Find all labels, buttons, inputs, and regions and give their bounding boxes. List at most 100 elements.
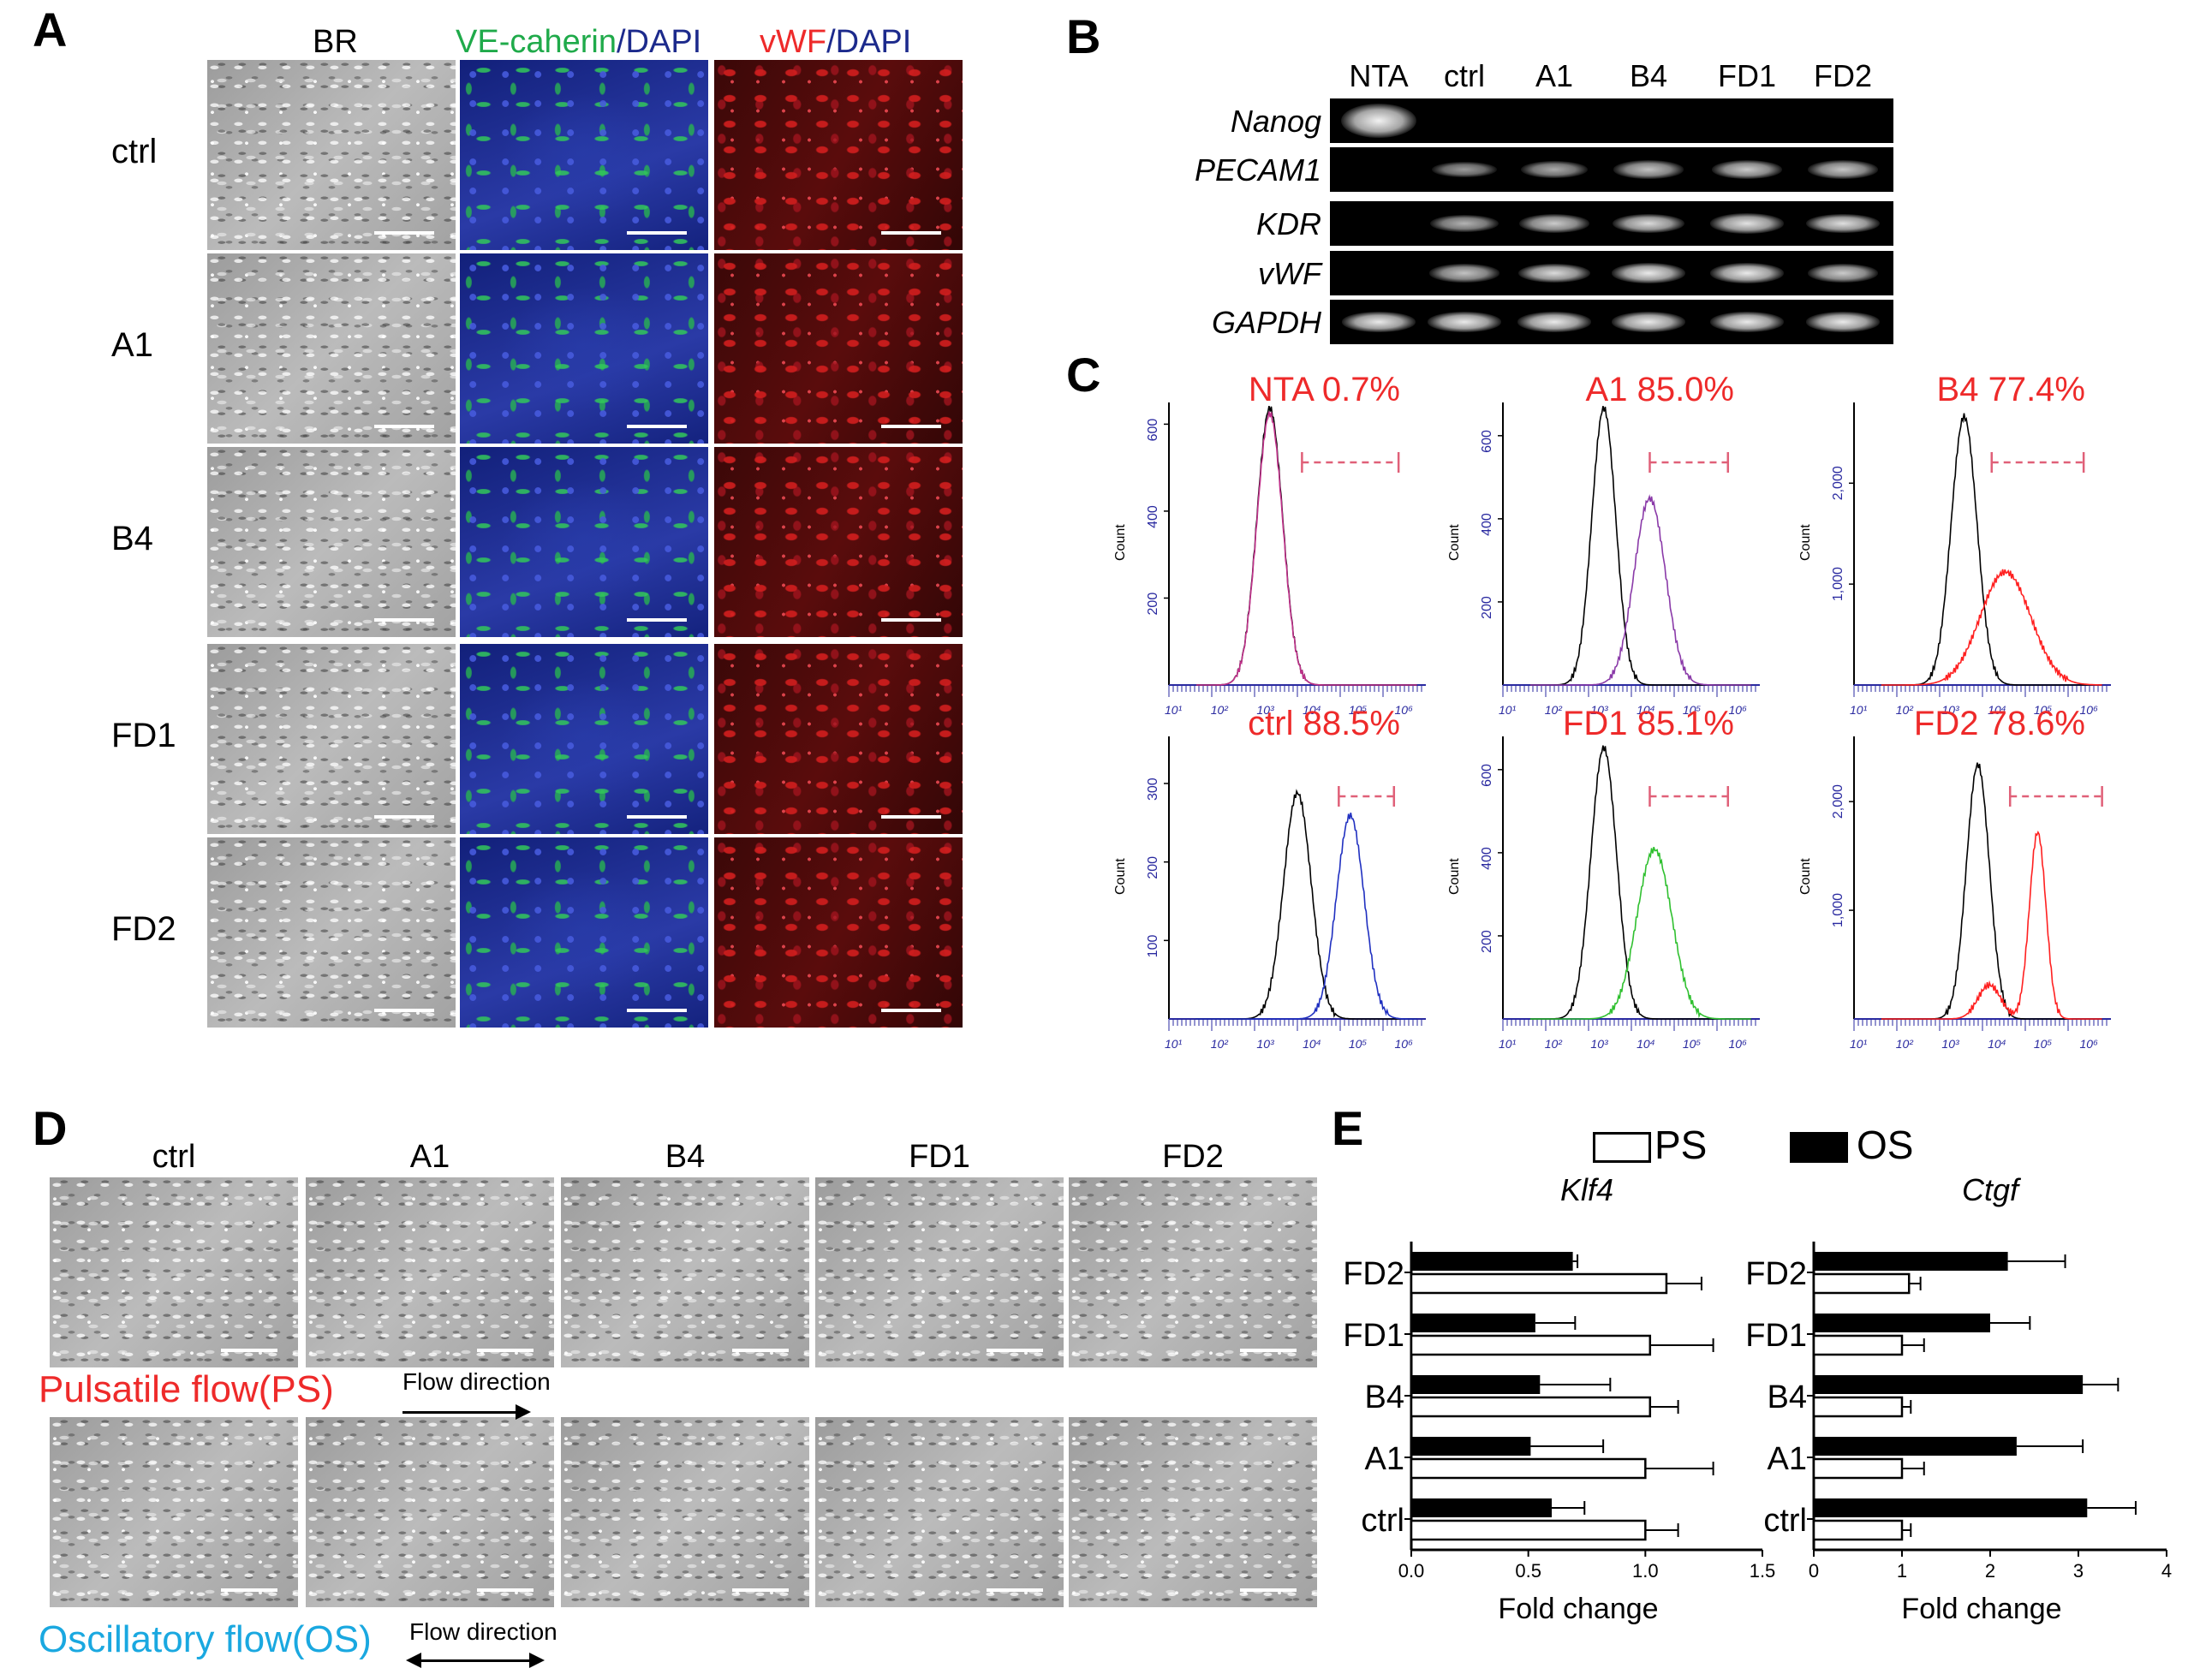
scale-bar	[627, 231, 687, 235]
scale-bar	[732, 1349, 789, 1352]
scale-bar	[1240, 1349, 1297, 1352]
gel-band	[1806, 213, 1880, 234]
gene-label-kdr: KDR	[1255, 206, 1321, 241]
scale-bar	[477, 1349, 534, 1352]
x-tick-label: 10³	[1590, 703, 1608, 717]
gel-band	[1612, 213, 1685, 234]
histogram-percent-label: FD2 78.6%	[1914, 705, 2085, 742]
row-label-fd1: FD1	[111, 717, 176, 754]
micrograph-os-fd2	[1069, 1417, 1317, 1607]
os-flow-direction-label: Flow direction	[409, 1618, 557, 1645]
scale-bar	[881, 618, 941, 622]
control-histogram-line	[1195, 789, 1417, 1020]
gel-band	[1517, 312, 1592, 332]
x-tick-label: 10²	[1896, 1037, 1915, 1051]
ps-flow-arrow	[402, 1411, 518, 1414]
panel-b-letter: B	[1066, 9, 1101, 63]
y-tick-label: 400	[1146, 505, 1160, 528]
dapi-label: /DAPI	[616, 24, 702, 60]
scale-bar	[627, 1009, 687, 1012]
row-label-b4: B4	[111, 520, 153, 557]
os-label: Oscillatory flow(OS)	[39, 1618, 372, 1660]
y-axis-label: Count	[1447, 858, 1462, 895]
scale-bar	[221, 1588, 277, 1592]
y-tick-label: 400	[1480, 513, 1494, 536]
y-axis-label: Count	[1113, 858, 1128, 895]
ps-flow-direction-label: Flow direction	[402, 1368, 551, 1395]
x-tick-label: 10¹	[1165, 1037, 1183, 1051]
y-tick-label: 2,000	[1831, 784, 1845, 819]
micrograph-ps-fd2	[1069, 1177, 1317, 1367]
y-tick-label: 200	[1480, 596, 1494, 619]
micrograph-os-a1	[306, 1417, 554, 1607]
y-tick-label: 600	[1146, 419, 1160, 442]
gel-row-gapdh	[1330, 300, 1893, 344]
histogram-5: 10¹ 10² 10³ 10⁴ 10⁵ 10⁶ Count 200 400 600 FD1 85.1…	[1447, 705, 1760, 1051]
x-tick-label: 10³	[1941, 1037, 1959, 1051]
gel-row-vwf	[1330, 251, 1893, 295]
x-tick-label: 10⁶	[2080, 1037, 2099, 1051]
micrograph-os-ctrl	[50, 1417, 298, 1607]
scale-bar	[881, 425, 941, 428]
vwf-label: vWF	[760, 24, 827, 60]
ps-flow-arrow-head	[516, 1404, 531, 1420]
scale-bar	[987, 1349, 1043, 1352]
x-tick-label: 10²	[1545, 1037, 1564, 1051]
row-label-a1: A1	[111, 326, 153, 364]
gel-band	[1432, 161, 1497, 178]
x-tick-label: 10⁶	[1395, 703, 1414, 717]
gel-band	[1518, 214, 1590, 233]
y-axis-label: Count	[1798, 858, 1813, 895]
x-tick-label: 10⁴	[1637, 1037, 1655, 1051]
x-tick-label: 10¹	[1850, 1037, 1868, 1051]
x-tick-label: 10³	[1256, 1037, 1274, 1051]
gel-band	[1611, 312, 1686, 332]
scale-bar	[374, 1009, 434, 1012]
micrograph-ve-cadherin-fd1	[460, 644, 708, 834]
legend-os-label: OS	[1857, 1123, 1914, 1167]
micrograph-ps-a1	[306, 1177, 554, 1367]
legend-ps-swatch	[1593, 1132, 1651, 1163]
histogram-percent-label: ctrl 88.5%	[1248, 705, 1400, 742]
gel-band	[1427, 312, 1502, 332]
gel-row-kdr	[1330, 201, 1893, 246]
col-header-br: BR	[313, 24, 358, 60]
y-tick-label: 1,000	[1831, 893, 1845, 927]
y-axis-label: Count	[1447, 524, 1462, 561]
gel-band	[1709, 312, 1785, 332]
gel-band	[1711, 160, 1783, 179]
row-label-fd2: FD2	[111, 910, 176, 948]
histogram-2: 10¹ 10² 10³ 10⁴ 10⁵ 10⁶ Count 200 400 600 A1 85.0%	[1447, 371, 1760, 717]
x-tick-label: 10⁶	[1729, 703, 1748, 717]
gel-band	[1709, 263, 1785, 283]
scale-bar	[374, 425, 434, 428]
lane-label-fd1: FD1	[1717, 58, 1776, 93]
scale-bar	[881, 1009, 941, 1012]
histogram-6: 10¹ 10² 10³ 10⁴ 10⁵ 10⁶ Count 1,000 2,000 FD2 78.…	[1798, 705, 2111, 1051]
micrograph-vwf-a1	[714, 253, 963, 444]
micrograph-ve-cadherin-fd2	[460, 837, 708, 1028]
scale-bar	[732, 1588, 789, 1592]
y-tick-label: 1,000	[1831, 567, 1845, 601]
micrograph-ve-cadherin-a1	[460, 253, 708, 444]
x-tick-label: 10⁵	[1349, 703, 1368, 717]
x-tick-label: 10⁵	[2034, 703, 2053, 717]
x-tick-label: 10⁵	[1683, 1037, 1702, 1051]
gel-band	[1611, 263, 1686, 283]
histogram-1: 10¹ 10² 10³ 10⁴ 10⁵ 10⁶ Count 200 400 600 NTA 0.7%	[1113, 371, 1426, 717]
os-flow-arrow-head-left	[406, 1653, 421, 1668]
micrograph-brightfield-b4	[207, 447, 456, 637]
histogram-3: 10¹ 10² 10³ 10⁴ 10⁵ 10⁶ Count 1,000 2,000 B4 77.4…	[1798, 371, 2111, 717]
ve-cadherin-label: VE-caherin	[456, 24, 617, 60]
gene-label-pecam1: PECAM1	[1194, 152, 1321, 188]
sample-histogram-line	[1529, 846, 1751, 1020]
panel-d-col-header-fd1: FD1	[909, 1139, 970, 1175]
gel-band	[1341, 104, 1416, 138]
panel-d-col-header-b4: B4	[665, 1139, 706, 1175]
x-tick-label: 10⁴	[1303, 703, 1321, 717]
histogram-4: 10¹ 10² 10³ 10⁴ 10⁵ 10⁶ Count 100 200 300 ctrl 88.…	[1113, 705, 1426, 1051]
gene-label-gapdh: GAPDH	[1211, 305, 1321, 340]
micrograph-vwf-b4	[714, 447, 963, 637]
os-flow-arrow	[420, 1659, 531, 1662]
gel-band	[1429, 264, 1499, 283]
